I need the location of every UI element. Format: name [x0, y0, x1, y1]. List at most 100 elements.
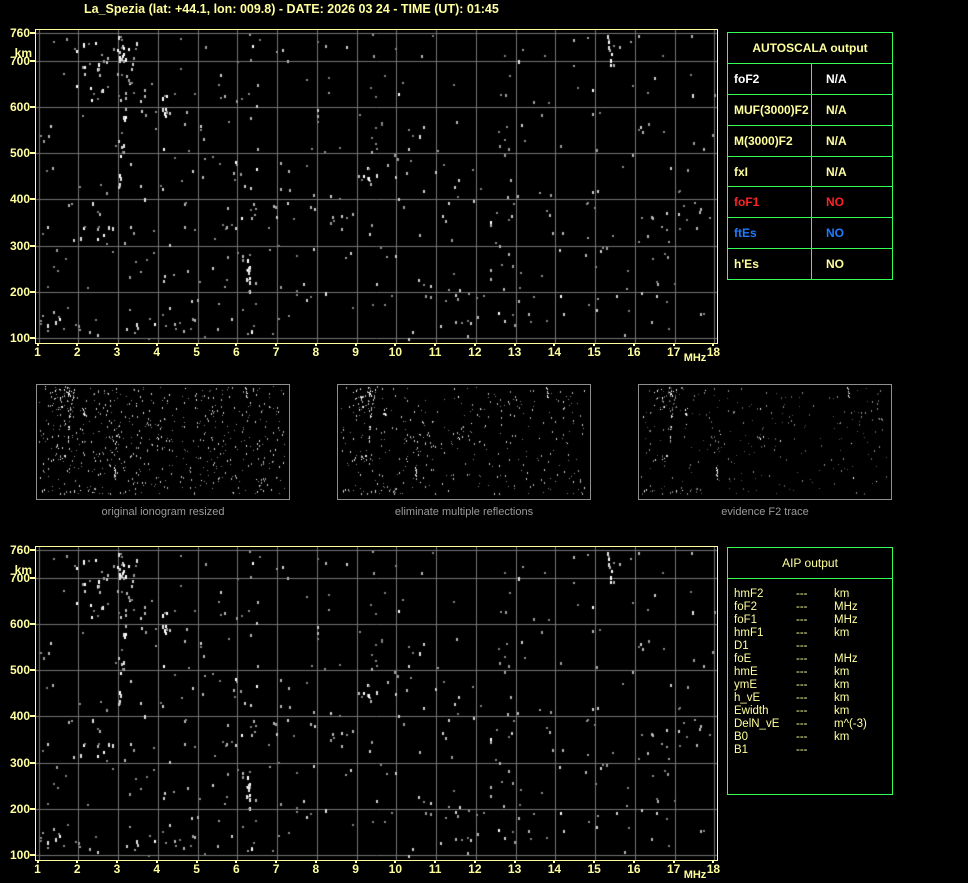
aip-row: DelN_vE --- m^(-3) [734, 718, 892, 731]
autoscala-param-value: NO [826, 257, 844, 272]
x-tick-label: 4 [153, 862, 161, 876]
x-tick-mark [672, 343, 675, 346]
aip-param-label: D1 [734, 640, 749, 652]
aip-param-label: foF2 [734, 601, 758, 613]
x-tick-label: 17 [666, 862, 681, 876]
autoscala-param-label: M(3000)F2 [728, 125, 812, 156]
y-tick-label: 300 [9, 238, 30, 253]
y-tick-label: 600 [9, 99, 30, 114]
x-tick-label: 8 [312, 345, 320, 359]
x-tick-mark [275, 343, 278, 346]
aip-param-label: foE [734, 653, 752, 665]
aip-row: B1 --- [734, 744, 892, 757]
aip-param-label: ymE [734, 679, 757, 691]
aip-param-unit: MHz [834, 601, 858, 613]
y-tick-label: 100 [9, 847, 30, 862]
x-tick-mark [473, 343, 476, 346]
x-tick-label: 17 [666, 345, 681, 359]
x-tick-label: 1 [34, 345, 41, 359]
x-tick-label: 5 [193, 862, 200, 876]
y-tick-label: 400 [9, 709, 30, 724]
x-tick-mark [712, 860, 715, 863]
y-tick-label: 500 [9, 663, 30, 678]
autoscala-param-label: h'Es [728, 249, 812, 280]
aip-param-value: --- [796, 679, 808, 691]
x-tick-mark [235, 343, 238, 346]
x-tick-label: 13 [507, 862, 522, 876]
aip-param-unit: km [834, 666, 850, 678]
y-tick-mark [30, 669, 35, 672]
x-tick-label: 12 [468, 345, 482, 359]
x-tick-mark [354, 860, 357, 863]
x-tick-label: 3 [113, 345, 121, 359]
thumbnail-caption-original: original ionogram resized [101, 506, 225, 518]
thumbnail-evidence-canvas [639, 385, 889, 497]
x-tick-mark [116, 343, 119, 346]
x-tick-label: 4 [153, 345, 161, 359]
aip-row: hmF1 --- km [734, 627, 892, 640]
ionogram-top-canvas [36, 30, 717, 343]
x-tick-mark [473, 860, 476, 863]
aip-param-unit: m^(-3) [834, 718, 867, 730]
x-tick-mark [275, 860, 278, 863]
x-tick-label: 18 [706, 345, 721, 359]
x-tick-label: 15 [587, 345, 601, 359]
thumbnail-original-canvas [37, 385, 287, 497]
x-tick-label: 10 [388, 862, 402, 876]
x-tick-label: 10 [388, 345, 402, 359]
x-tick-mark [314, 343, 317, 346]
aip-param-unit [834, 744, 892, 757]
aip-row: hmE --- km [734, 666, 892, 679]
ionogram-plot-bottom [35, 546, 718, 861]
autoscala-param-value: N/A [826, 133, 847, 148]
aip-param-unit: km [834, 588, 850, 600]
y-tick-label: 600 [9, 616, 30, 631]
aip-param-label: B0 [734, 731, 749, 743]
autoscala-param-label: foF1 [728, 187, 812, 218]
x-tick-mark [155, 343, 158, 346]
y-tick-label: 760 [9, 26, 30, 40]
aip-output-table: AIP output hmF2 --- km foF2 --- MHz foF1 --- MHz… [727, 547, 893, 795]
aip-row: D1 --- [734, 640, 892, 653]
aip-param-label: foF1 [734, 614, 758, 626]
x-tick-mark [593, 860, 596, 863]
autoscala-row: M(3000)F2 N/A [728, 124, 892, 156]
autoscala-row: foF2 N/A [728, 64, 892, 94]
aip-row: hmF2 --- km [734, 588, 892, 601]
aip-param-value: --- [796, 601, 808, 613]
autoscala-param-value: NO [826, 195, 844, 210]
aip-param-value: --- [796, 614, 808, 626]
x-tick-label: 11 [428, 862, 442, 876]
x-tick-mark [195, 343, 198, 346]
aip-row: foE --- MHz [734, 653, 892, 666]
aip-param-value: --- [796, 653, 808, 665]
autoscala-param-label: MUF(3000)F2 [728, 94, 812, 125]
aip-param-value: --- [796, 627, 808, 639]
y-tick-label: 760 [9, 543, 30, 557]
aip-param-unit: MHz [834, 653, 858, 665]
y-tick-label: 700 [9, 570, 30, 585]
x-tick-mark [672, 860, 675, 863]
x-tick-mark [593, 343, 596, 346]
x-tick-label: 14 [547, 345, 562, 359]
x-tick-mark [354, 343, 357, 346]
x-tick-label: 2 [73, 345, 81, 359]
y-tick-label: 500 [9, 146, 30, 161]
y-tick-mark [30, 807, 35, 810]
autoscala-row: foF1 NO [728, 186, 892, 218]
x-tick-label: 6 [232, 862, 240, 876]
autoscala-table-title: AUTOSCALA output [728, 33, 892, 64]
x-tick-label: 8 [312, 862, 320, 876]
aip-row: foF2 --- MHz [734, 601, 892, 614]
aip-table-rows: hmF2 --- km foF2 --- MHz foF1 --- MHz hmF1 --- km D1… [728, 579, 892, 757]
aip-param-label: hmF1 [734, 627, 764, 639]
x-tick-mark [632, 343, 635, 346]
x-tick-label: 7 [272, 345, 280, 359]
thumbnail-original-ionogram [36, 384, 290, 500]
aip-param-unit: km [834, 705, 850, 717]
autoscala-param-value: NO [826, 226, 844, 241]
x-tick-label: 12 [468, 862, 482, 876]
x-tick-mark [195, 860, 198, 863]
aip-table-title: AIP output [728, 548, 892, 579]
y-tick-mark [30, 336, 35, 339]
